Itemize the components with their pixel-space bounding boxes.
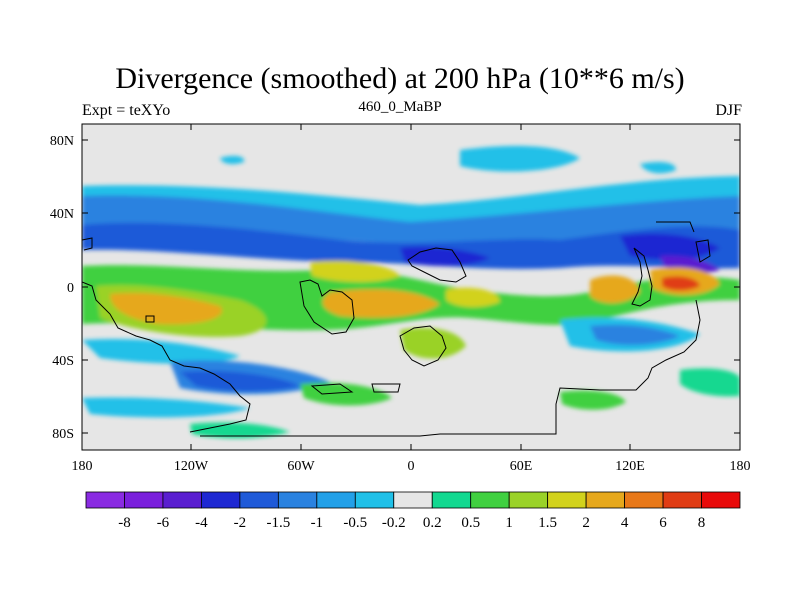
season-label: DJF bbox=[715, 102, 742, 119]
colorbar-box bbox=[201, 491, 241, 509]
colorbar-label: 4 bbox=[621, 515, 629, 531]
colorbar-label: -6 bbox=[157, 515, 170, 531]
experiment-label: Expt = teXYo bbox=[82, 102, 171, 119]
longitude-labels: 180 120W 60W 0 60E 120E 180 bbox=[72, 459, 751, 474]
colorbar-box bbox=[85, 491, 125, 509]
colorbar-label: -4 bbox=[195, 515, 208, 531]
colorbar-box bbox=[508, 491, 549, 509]
colorbar-label: 8 bbox=[698, 515, 706, 531]
lat-tick-label: 80S bbox=[52, 427, 74, 442]
lon-tick-label: 0 bbox=[408, 459, 415, 474]
lat-tick-label: 40N bbox=[50, 207, 74, 222]
lon-tick-label: 60W bbox=[287, 459, 315, 474]
lat-tick-label: 40S bbox=[52, 354, 74, 369]
lat-tick-label: 80N bbox=[50, 134, 74, 149]
time-label: 460_0_MaBP bbox=[358, 99, 442, 115]
colorbar-box bbox=[162, 491, 202, 509]
colorbar-label: -8 bbox=[118, 515, 131, 531]
colorbar-label: -0.5 bbox=[343, 515, 367, 531]
colorbar-box bbox=[431, 491, 472, 509]
latitude-labels: 80N 40N 0 40S 80S bbox=[50, 134, 74, 442]
colorbar-label: 0.2 bbox=[423, 515, 442, 531]
colorbar-label: 2 bbox=[582, 515, 590, 531]
colorbar-box bbox=[662, 491, 702, 509]
colorbar-box bbox=[547, 491, 587, 509]
colorbar-label: -2 bbox=[234, 515, 247, 531]
lon-tick-label: 60E bbox=[510, 459, 533, 474]
colorbar-box bbox=[585, 491, 625, 509]
colorbar-box bbox=[239, 491, 279, 509]
colorbar-box bbox=[470, 491, 510, 509]
colorbar-box bbox=[277, 491, 318, 509]
colorbar-box bbox=[393, 491, 433, 509]
tick-marks bbox=[82, 124, 740, 450]
lon-tick-label: 120E bbox=[615, 459, 645, 474]
colorbar-box bbox=[624, 491, 664, 509]
lon-tick-label: 180 bbox=[72, 459, 93, 474]
colorbar-label: -1 bbox=[311, 515, 324, 531]
colorbar-box bbox=[354, 491, 395, 509]
colorbar-box bbox=[124, 491, 164, 509]
colorbar: -8 -6 -4 -2 -1.5 -1 -0.5 -0.2 0.2 0.5 1 1.5 2 4 6 8 bbox=[85, 491, 741, 531]
coastlines bbox=[82, 221, 711, 437]
chart-title: Divergence (smoothed) at 200 hPa (10**6 … bbox=[115, 62, 685, 95]
colorbar-label: 1.5 bbox=[538, 515, 557, 531]
contour-field bbox=[82, 124, 740, 450]
colorbar-label: -0.2 bbox=[382, 515, 406, 531]
colorbar-box bbox=[316, 491, 356, 509]
colorbar-label: 6 bbox=[659, 515, 667, 531]
colorbar-box bbox=[701, 491, 741, 509]
lat-tick-label: 0 bbox=[67, 281, 74, 296]
colorbar-label: 1 bbox=[505, 515, 513, 531]
colorbar-label: -1.5 bbox=[266, 515, 290, 531]
lon-tick-label: 120W bbox=[174, 459, 209, 474]
lon-tick-label: 180 bbox=[730, 459, 751, 474]
colorbar-label: 0.5 bbox=[461, 515, 480, 531]
